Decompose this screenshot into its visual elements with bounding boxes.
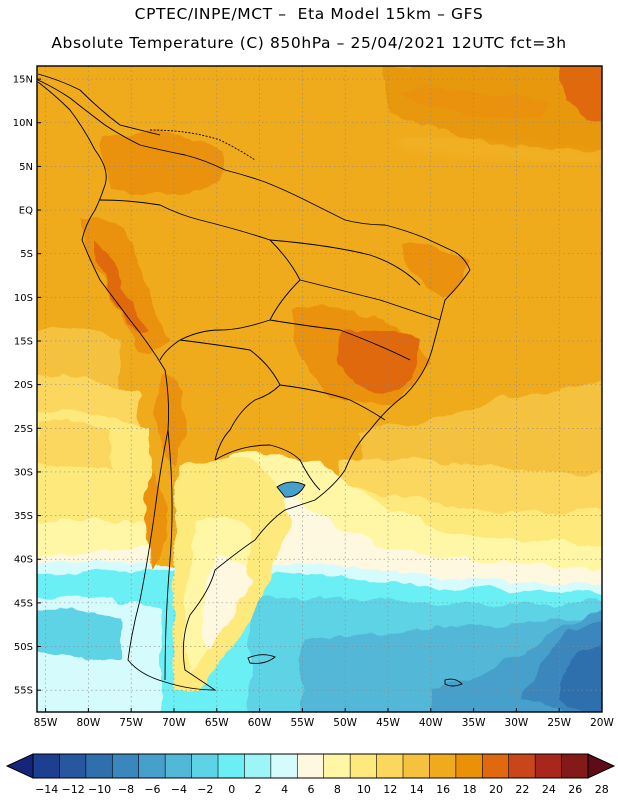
colorbar-tick-label: 6 <box>308 783 315 796</box>
colorbar-tick-label: 28 <box>595 783 609 796</box>
lagoon-outline <box>276 481 306 498</box>
colorbar-tick-label: 2 <box>255 783 262 796</box>
country-border <box>99 199 301 361</box>
colorbar-segment <box>85 753 113 779</box>
colorbar-segment <box>191 753 219 779</box>
colorbar-high-triangle <box>587 753 616 779</box>
colorbar-tick-label: −8 <box>118 783 134 796</box>
colorbar-segment <box>376 753 404 779</box>
colorbar-segment <box>164 753 193 779</box>
colorbar-tick-label: 18 <box>463 783 477 796</box>
lon-tick-label: 45W <box>376 717 400 729</box>
country-border <box>179 339 281 461</box>
lat-tick-label: 25S <box>14 424 33 435</box>
lon-tick-label: 40W <box>419 717 443 729</box>
colorbar-tick-label: 16 <box>436 783 450 796</box>
state-border <box>299 279 441 321</box>
chart-title-line2: Absolute Temperature (C) 850hPa – 25/04/… <box>51 34 567 52</box>
colorbar-tick-label: −2 <box>197 783 213 796</box>
colorbar-tick-label: 8 <box>334 783 341 796</box>
colorbar-tick-label: −14 <box>35 783 58 796</box>
colorbar-segment <box>561 753 589 779</box>
lon-tick-label: 50W <box>333 717 357 729</box>
colorbar: −14 −12 −10 −8 −6 −4 −2 0 2 4 6 8 10 12 14 16 18 20 22 24 26… <box>5 753 616 796</box>
country-border <box>269 239 421 286</box>
colorbar-low-triangle <box>5 753 34 779</box>
caribbean-coast <box>149 129 256 161</box>
lat-tick-label: 5N <box>19 162 33 173</box>
colorbar-segment <box>244 753 272 779</box>
south-georgia <box>444 678 463 687</box>
colorbar-tick-label: −6 <box>144 783 160 796</box>
lon-tick-label: 20W <box>590 717 614 729</box>
colorbar-segment <box>429 753 457 779</box>
temperature-field <box>37 66 602 712</box>
colorbar-segment <box>455 753 483 779</box>
lat-tick-label: 15S <box>14 336 33 347</box>
colorbar-frame <box>32 753 589 779</box>
colorbar-segment <box>217 753 246 779</box>
lat-tick-label: 20S <box>14 380 33 391</box>
lon-tick-label: 65W <box>205 717 229 729</box>
lat-tick-label: 55S <box>14 686 33 697</box>
chile-argentina-border <box>164 429 173 681</box>
colorbar-tick-label: 24 <box>542 783 556 796</box>
colorbar-tick-label: 26 <box>568 783 582 796</box>
lon-tick-label: 60W <box>248 717 272 729</box>
colorbar-tick-label: 14 <box>410 783 424 796</box>
lon-tick-label: 35W <box>462 717 486 729</box>
lon-tick-label: 30W <box>505 717 529 729</box>
colorbar-segment <box>59 753 87 779</box>
lat-tick-label: 15N <box>13 75 33 86</box>
colorbar-tick-label: 20 <box>489 783 503 796</box>
map-frame <box>36 65 603 713</box>
colorbar-segment <box>270 753 298 779</box>
lat-tick-label: 50S <box>14 642 33 653</box>
colorbar-tick-label: 0 <box>228 783 235 796</box>
colorbar-tick-label: 4 <box>281 783 288 796</box>
colorbar-tick-label: 12 <box>383 783 397 796</box>
colorbar-segment <box>481 753 510 779</box>
colorbar-tick-label: 22 <box>515 783 529 796</box>
falkland-islands <box>247 654 276 664</box>
lat-tick-label: 5S <box>20 249 33 260</box>
colorbar-segment <box>402 753 431 779</box>
colorbar-segment <box>111 753 140 779</box>
colorbar-segment <box>508 753 536 779</box>
colorbar-segment <box>534 753 563 779</box>
lon-tick-label: 75W <box>119 717 143 729</box>
lat-tick-label: 10N <box>13 118 33 129</box>
colorbar-segment <box>138 753 166 779</box>
colorbar-tick-label: −4 <box>171 783 187 796</box>
chart-title-line1: CPTEC/INPE/MCT – Eta Model 15km – GFS <box>134 5 484 23</box>
lon-tick-label: 70W <box>162 717 186 729</box>
lon-tick-label: 55W <box>291 717 315 729</box>
latitude-labels: 15N 10N 5N EQ 5S 10S 15S 20S 25S 30S 35S 40S 45S 50S 5… <box>13 75 41 697</box>
colorbar-tick-label: 10 <box>357 783 371 796</box>
lat-tick-label: 40S <box>14 555 33 566</box>
lat-tick-label: 45S <box>14 598 33 609</box>
colorbar-tick-label: −12 <box>62 783 85 796</box>
lon-tick-label: 85W <box>34 717 58 729</box>
colorbar-segment <box>32 753 61 779</box>
state-border <box>279 384 386 421</box>
lat-tick-label: EQ <box>19 206 33 217</box>
lat-tick-label: 30S <box>14 467 33 478</box>
lon-tick-label: 25W <box>547 717 571 729</box>
coastlines <box>37 73 471 691</box>
colorbar-segment <box>349 753 378 779</box>
colorbar-segment <box>323 753 351 779</box>
lon-tick-label: 80W <box>76 717 100 729</box>
longitude-labels: 85W 80W 75W 70W 65W 60W 55W 50W 45W 40W 35W 30W 25W 2… <box>34 708 614 729</box>
colorbar-tick-label: −10 <box>88 783 111 796</box>
central-america-coast <box>37 73 161 136</box>
country-border <box>214 444 321 491</box>
south-america-coast <box>37 79 471 691</box>
colorbar-segment <box>296 753 325 779</box>
lat-tick-label: 10S <box>14 293 33 304</box>
lat-tick-label: 35S <box>14 511 33 522</box>
state-border <box>269 319 411 361</box>
